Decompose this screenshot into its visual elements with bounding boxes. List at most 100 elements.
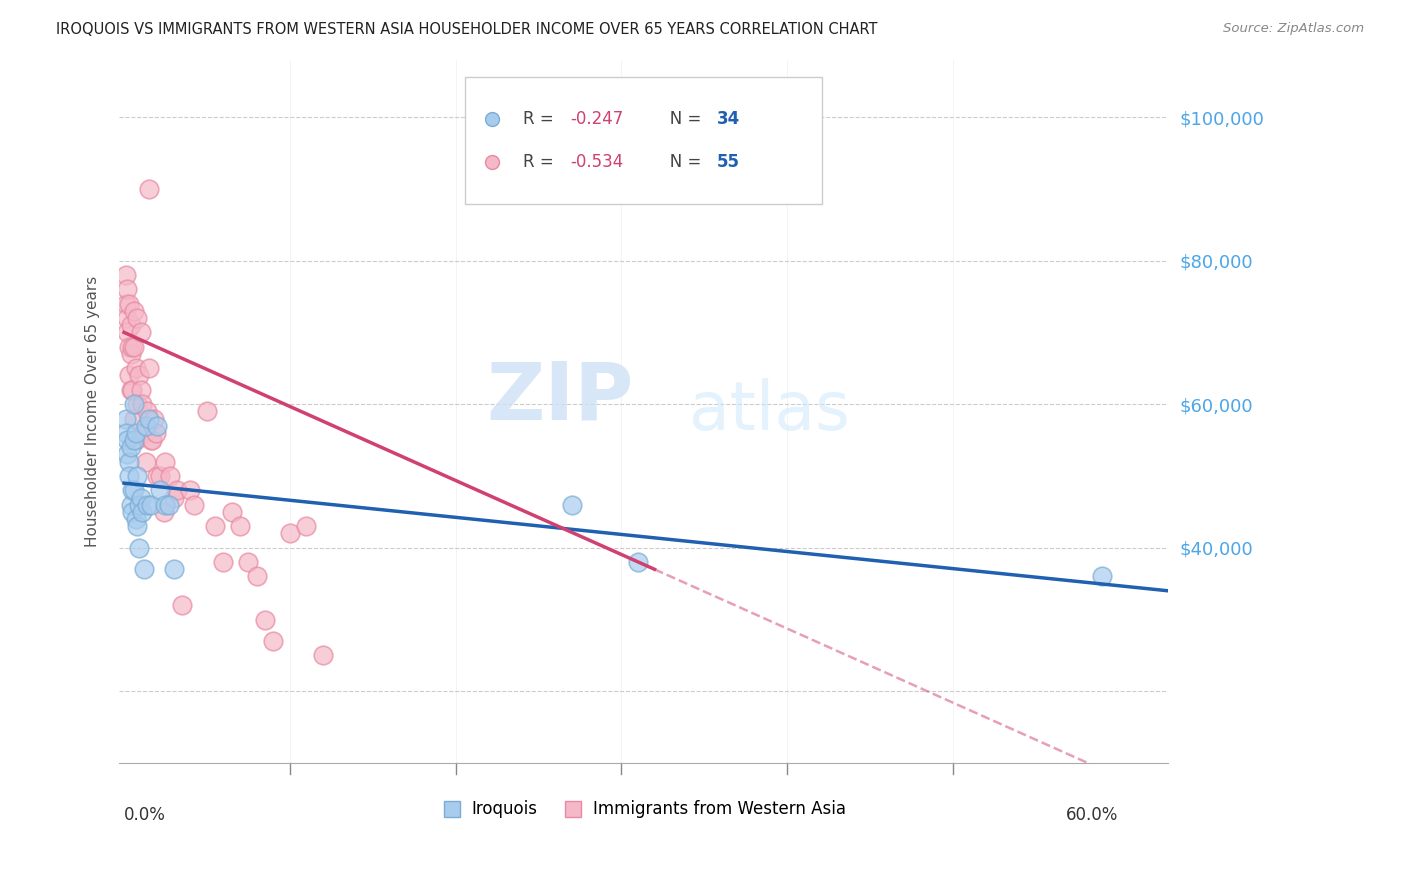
Point: [246, 569, 269, 583]
Point: [163, 491, 186, 505]
Point: [138, 182, 160, 196]
Point: [155, 498, 177, 512]
Point: [117, 282, 139, 296]
Point: [229, 519, 252, 533]
Text: R =: R =: [523, 111, 560, 128]
Point: [114, 425, 136, 440]
Point: [114, 268, 136, 282]
Point: [122, 483, 145, 498]
Point: [163, 562, 186, 576]
Point: [312, 648, 335, 663]
Point: [132, 562, 155, 576]
Text: IROQUOIS VS IMMIGRANTS FROM WESTERN ASIA HOUSEHOLDER INCOME OVER 65 YEARS CORREL: IROQUOIS VS IMMIGRANTS FROM WESTERN ASIA…: [56, 22, 877, 37]
Point: [135, 418, 157, 433]
Point: [124, 512, 146, 526]
Point: [146, 469, 169, 483]
Point: [114, 296, 136, 310]
Point: [132, 425, 155, 440]
Point: [118, 340, 141, 354]
Point: [238, 555, 260, 569]
Point: [131, 505, 153, 519]
Point: [128, 498, 150, 512]
Point: [170, 598, 193, 612]
Point: [262, 634, 284, 648]
Text: 60.0%: 60.0%: [1066, 806, 1119, 824]
Point: [183, 498, 205, 512]
Point: [138, 411, 160, 425]
Point: [278, 526, 301, 541]
Point: [122, 397, 145, 411]
Point: [124, 425, 146, 440]
Point: [149, 469, 172, 483]
Point: [127, 311, 149, 326]
Point: [146, 418, 169, 433]
Point: [122, 433, 145, 447]
Point: [117, 311, 139, 326]
Text: R =: R =: [523, 153, 560, 170]
Point: [295, 519, 318, 533]
Point: [139, 433, 162, 447]
Point: [253, 613, 276, 627]
Point: [128, 541, 150, 555]
Point: [120, 440, 142, 454]
Point: [120, 318, 142, 333]
Text: 0.0%: 0.0%: [124, 806, 166, 824]
Legend: Iroquois, Immigrants from Western Asia: Iroquois, Immigrants from Western Asia: [434, 794, 852, 825]
Point: [117, 433, 139, 447]
Point: [155, 455, 177, 469]
Point: [124, 433, 146, 447]
Point: [128, 368, 150, 383]
Text: atlas: atlas: [689, 378, 851, 444]
Point: [145, 425, 167, 440]
Y-axis label: Householder Income Over 65 years: Householder Income Over 65 years: [86, 276, 100, 547]
Point: [149, 483, 172, 498]
Point: [121, 340, 143, 354]
Point: [212, 555, 235, 569]
Point: [124, 361, 146, 376]
Point: [136, 404, 159, 418]
Point: [120, 347, 142, 361]
Point: [561, 498, 583, 512]
Point: [117, 326, 139, 340]
Text: -0.247: -0.247: [571, 111, 623, 128]
Point: [166, 483, 188, 498]
Text: N =: N =: [654, 111, 707, 128]
Point: [127, 469, 149, 483]
Point: [129, 491, 152, 505]
FancyBboxPatch shape: [465, 78, 823, 204]
Point: [221, 505, 243, 519]
Point: [122, 303, 145, 318]
Point: [121, 383, 143, 397]
Point: [121, 505, 143, 519]
Point: [117, 447, 139, 461]
Point: [179, 483, 201, 498]
Point: [122, 340, 145, 354]
Point: [122, 411, 145, 425]
Point: [127, 519, 149, 533]
Point: [204, 519, 226, 533]
Point: [131, 397, 153, 411]
Point: [627, 555, 650, 569]
Text: N =: N =: [654, 153, 707, 170]
Point: [141, 433, 163, 447]
Point: [159, 469, 181, 483]
Point: [127, 397, 149, 411]
Text: 55: 55: [717, 153, 740, 170]
Point: [153, 505, 176, 519]
Point: [121, 483, 143, 498]
Text: 34: 34: [717, 111, 741, 128]
Point: [129, 326, 152, 340]
Point: [138, 361, 160, 376]
Point: [157, 498, 180, 512]
Point: [139, 498, 162, 512]
Point: [118, 368, 141, 383]
Point: [120, 383, 142, 397]
Point: [114, 411, 136, 425]
Point: [135, 455, 157, 469]
Point: [136, 498, 159, 512]
Text: ZIP: ZIP: [486, 359, 634, 436]
Point: [118, 469, 141, 483]
Text: Source: ZipAtlas.com: Source: ZipAtlas.com: [1223, 22, 1364, 36]
Point: [142, 411, 165, 425]
Point: [120, 498, 142, 512]
